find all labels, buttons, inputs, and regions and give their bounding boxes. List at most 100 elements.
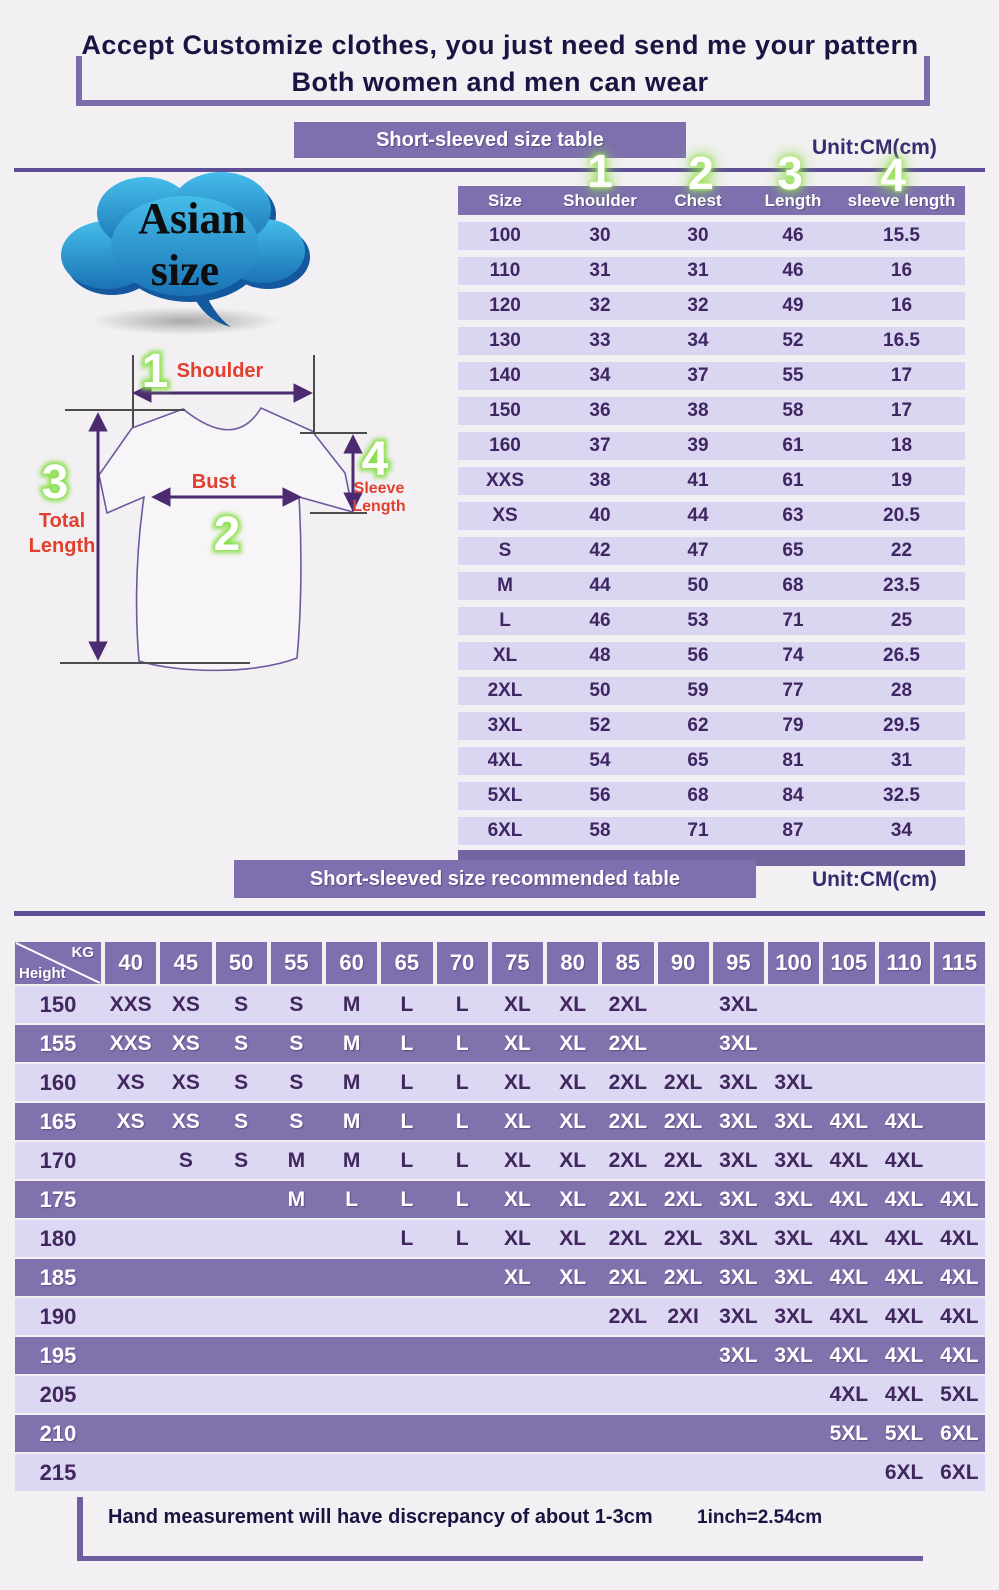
recommend-cell — [492, 1337, 543, 1374]
size-table-cell: S — [498, 540, 512, 561]
size-table-cell: 46 — [589, 610, 611, 631]
recommend-cell — [105, 1415, 156, 1452]
recommend-cell: L — [455, 1031, 469, 1055]
size-table-cell: 32 — [589, 295, 611, 316]
size-table-cell: 33 — [589, 330, 611, 351]
size-table-cell: L — [499, 610, 511, 631]
recommend-cell — [160, 1376, 211, 1413]
shoulder-label: Shoulder — [177, 360, 264, 382]
recommend-cell: S — [234, 1109, 249, 1133]
recommend-cell: XL — [503, 1031, 531, 1055]
recommend-cell: 2XL — [608, 1109, 648, 1133]
recommend-cell: 3XL — [774, 1148, 813, 1172]
recommend-cell: L — [455, 1226, 469, 1250]
recommend-cell — [271, 1337, 322, 1374]
diagram-number-3-glow: 3 — [42, 456, 69, 509]
size-table-cell: 120 — [489, 295, 521, 316]
recommend-cell: 3XL — [719, 1070, 758, 1094]
size-table-cell: 61 — [782, 470, 804, 491]
size-table-cell: 56 — [589, 785, 611, 806]
recommend-cell: S — [289, 1070, 304, 1094]
recommend-cell — [602, 1415, 653, 1452]
size-table-row: 120 32 32 49 16 — [458, 292, 965, 320]
recommend-cell — [658, 1376, 709, 1413]
recommend-cell: XL — [559, 1031, 587, 1055]
recommend-cell: 4XL — [940, 1304, 979, 1328]
size-table-row: XXS 38 41 61 19 — [458, 467, 965, 495]
size-table-cell: 28 — [890, 680, 913, 701]
recommend-cell — [381, 1259, 432, 1296]
recommend-cell: 3XL — [719, 1343, 758, 1367]
recommend-cell: M — [287, 1148, 306, 1172]
size-table-cell: 61 — [782, 435, 804, 456]
recommend-cell — [547, 1298, 598, 1335]
recommend-cell: 4XL — [829, 1343, 869, 1367]
height-cell: 205 — [39, 1381, 77, 1407]
size-table-cell: 52 — [589, 715, 611, 736]
size-table-cell: 30 — [687, 225, 709, 246]
recommend-cell: 4XL — [829, 1382, 869, 1406]
recommend-cell: 4XL — [884, 1187, 924, 1211]
recommend-cell: XS — [171, 1031, 200, 1055]
weight-header-cell: 50 — [215, 942, 267, 984]
weight-header-cell: 95 — [712, 942, 764, 984]
recommend-cell: XS — [171, 992, 200, 1016]
recommend-cell — [934, 1142, 985, 1179]
weight-header-cell: 40 — [105, 942, 157, 984]
recommend-cell — [547, 1376, 598, 1413]
size-table-cell: 34 — [890, 820, 913, 841]
size-table-header-row: Size Shoulder Chest Length sleeve length — [458, 186, 965, 215]
recommend-cell: XS — [116, 1109, 145, 1133]
recommend-cell — [547, 1454, 598, 1491]
recommend-cell: 4XL — [940, 1187, 979, 1211]
recommend-cell: XL — [503, 992, 531, 1016]
size-table-cell: 87 — [782, 820, 804, 841]
size-table-cell: 31 — [589, 260, 611, 281]
recommend-cell — [381, 1298, 432, 1335]
recommend-cell — [713, 1376, 764, 1413]
recommend-cell: XL — [503, 1148, 531, 1172]
recommend-cell: S — [234, 1031, 249, 1055]
weight-header-cell: 105 — [823, 942, 875, 984]
recommend-cell — [271, 1376, 322, 1413]
recommend-table-unit-label: Unit:CM(cm) — [812, 868, 937, 891]
size-table-banner: Short-sleeved size table — [294, 122, 686, 158]
recommend-cell — [160, 1298, 211, 1335]
recommend-cell: S — [234, 1148, 249, 1172]
recommend-cell — [216, 1415, 267, 1452]
size-table-row: 130 33 34 52 16.5 — [458, 327, 965, 355]
size-table-cell: 160 — [489, 435, 521, 456]
recommend-cell — [160, 1337, 211, 1374]
recommend-cell: 3XL — [774, 1226, 813, 1250]
recommend-cell — [437, 1298, 488, 1335]
recommend-cell — [105, 1337, 156, 1374]
size-table-cell: 140 — [489, 365, 521, 386]
recommend-cell — [105, 1220, 156, 1257]
size-table-unit-label: Unit:CM(cm) — [812, 136, 937, 159]
recommend-cell: 4XL — [884, 1148, 924, 1172]
recommend-cell — [768, 1454, 819, 1491]
recommend-cell: 2XL — [608, 1226, 648, 1250]
size-table-cell: 150 — [489, 400, 521, 421]
recommend-cell: 2XL — [608, 1187, 648, 1211]
size-table-row: 150 36 38 58 17 — [458, 397, 965, 425]
recommend-cell: S — [289, 1031, 304, 1055]
recommend-cell — [437, 1415, 488, 1452]
weight-header-cell: 100 — [768, 942, 820, 984]
recommend-cell: XL — [503, 1265, 531, 1289]
size-table-cell: 31 — [890, 750, 913, 771]
size-table-cell: M — [497, 575, 513, 596]
top-banner-line2: Both women and men can wear — [291, 67, 709, 97]
height-cell: 215 — [39, 1459, 77, 1485]
size-table-cell: 38 — [589, 470, 611, 491]
recommend-cell — [492, 1415, 543, 1452]
size-table-cell: 47 — [687, 540, 709, 561]
recommend-cell: XL — [559, 1187, 587, 1211]
bust-label: Bust — [192, 471, 237, 493]
recommend-cell: XS — [116, 1070, 145, 1094]
size-table-cell: 65 — [687, 750, 709, 771]
recommend-cell — [216, 1298, 267, 1335]
size-table-cell: 31 — [687, 260, 709, 281]
recommend-cell: 6XL — [940, 1421, 979, 1445]
recommend-cell — [934, 1025, 985, 1062]
